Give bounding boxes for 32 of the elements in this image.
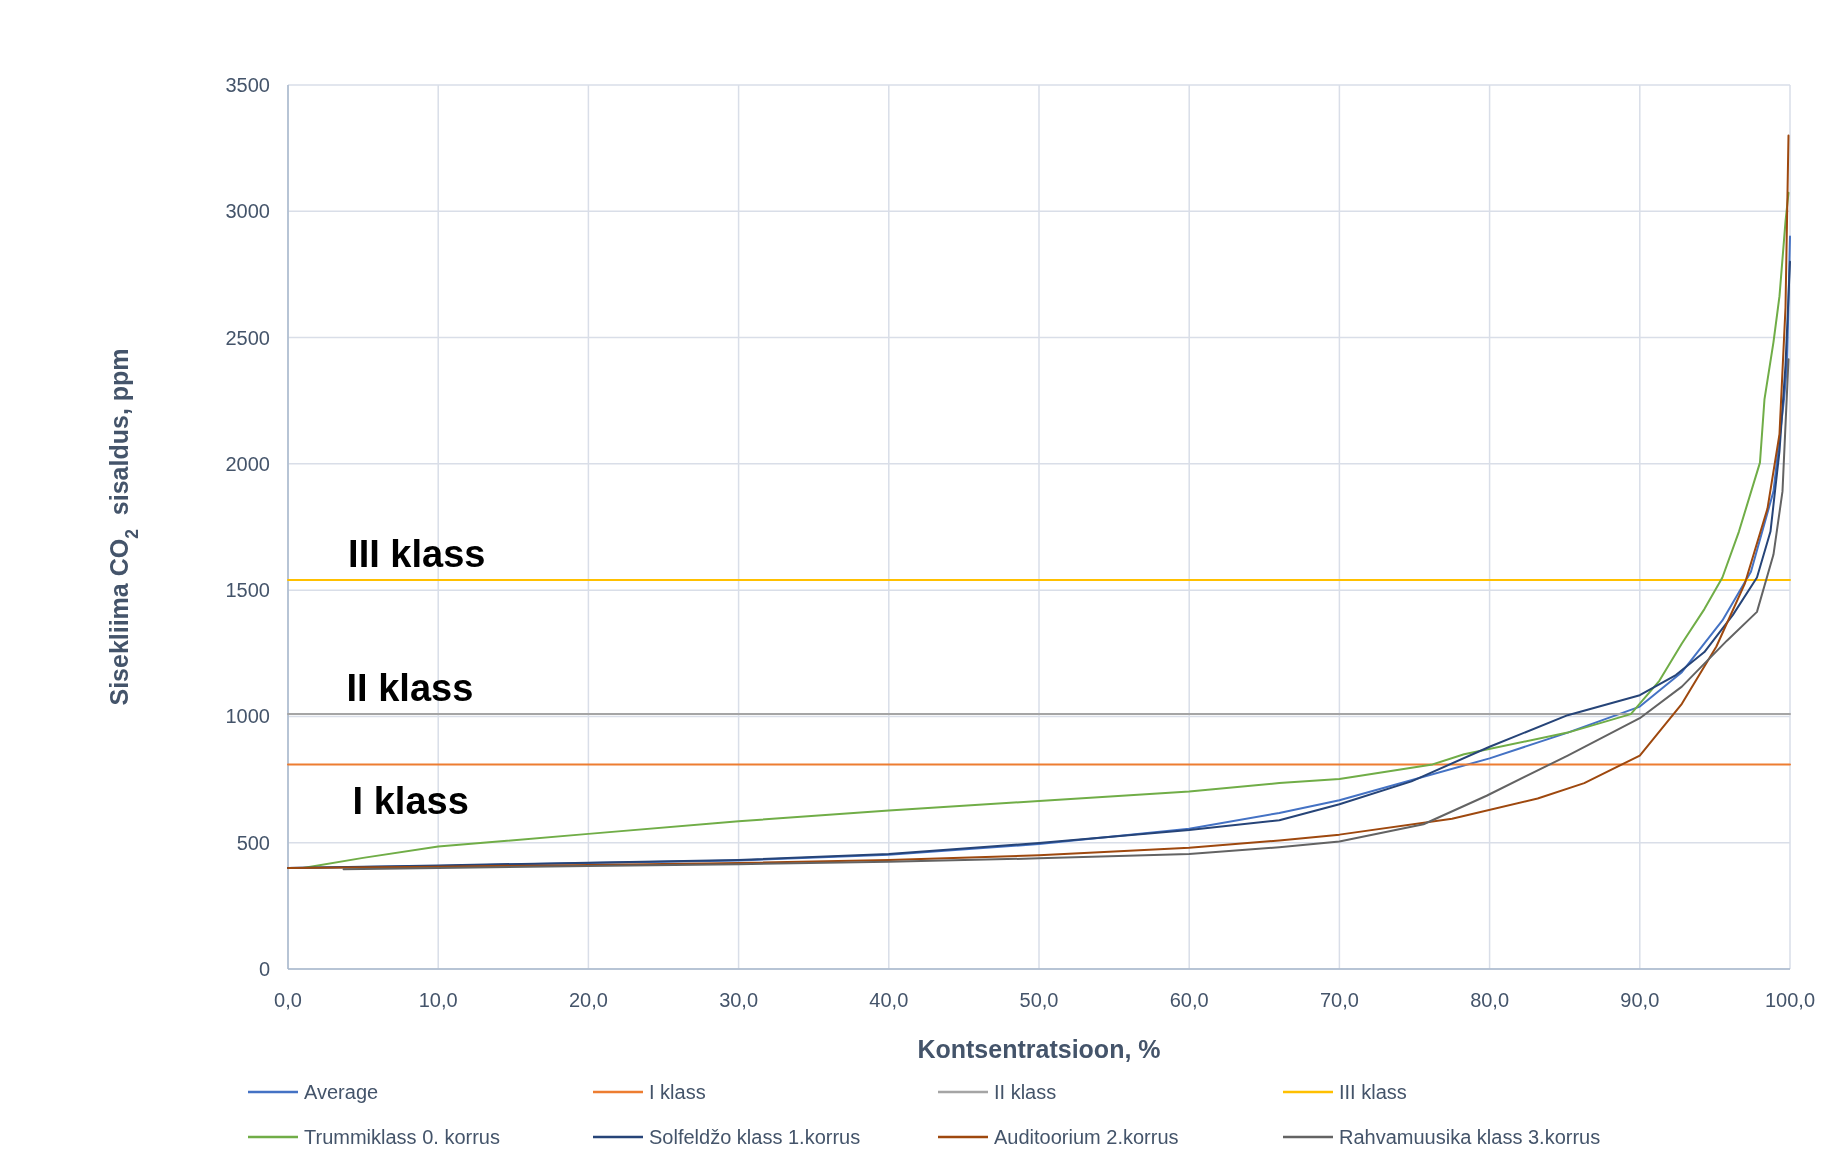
legend-label: Auditoorium 2.korrus bbox=[994, 1126, 1179, 1148]
annotation: III klass bbox=[348, 533, 486, 576]
x-axis-title: Kontsentratsioon, % bbox=[917, 1035, 1161, 1063]
y-tick-label: 2000 bbox=[225, 452, 270, 475]
y-tick-label: 3000 bbox=[225, 200, 270, 223]
y-tick-label: 3500 bbox=[225, 74, 270, 96]
x-tick-label: 60,0 bbox=[1169, 989, 1209, 1011]
x-tick-label: 50,0 bbox=[1019, 989, 1059, 1011]
legend-label: III klass bbox=[1339, 1081, 1407, 1103]
y-tick-label: 1000 bbox=[225, 705, 270, 728]
x-tick-label: 40,0 bbox=[869, 989, 909, 1011]
y-tick-label: 0 bbox=[258, 958, 270, 980]
x-tick-label: 0,0 bbox=[274, 989, 302, 1011]
legend-label: Solfeldžo klass 1.korrus bbox=[649, 1126, 861, 1148]
legend-label: Average bbox=[304, 1081, 379, 1103]
legend-label: II klass bbox=[994, 1081, 1057, 1103]
annotation: II klass bbox=[346, 667, 474, 710]
x-tick-label: 90,0 bbox=[1620, 989, 1660, 1011]
x-tick-label: 30,0 bbox=[719, 989, 759, 1011]
x-tick-label: 10,0 bbox=[418, 989, 458, 1011]
x-tick-label: 20,0 bbox=[568, 989, 608, 1011]
legend-label: I klass bbox=[649, 1081, 706, 1103]
legend-label: Trummiklass 0. korrus bbox=[304, 1126, 500, 1148]
line-series bbox=[342, 358, 1790, 871]
x-tick-label: 80,0 bbox=[1470, 989, 1510, 1011]
y-tick-label: 500 bbox=[236, 831, 270, 854]
x-tick-label: 70,0 bbox=[1319, 989, 1359, 1011]
x-tick-label: 100,0 bbox=[1764, 989, 1816, 1011]
legend-label: Rahvamuusika klass 3.korrus bbox=[1339, 1126, 1601, 1148]
annotation: I klass bbox=[352, 779, 469, 822]
y-tick-label: 1500 bbox=[225, 579, 270, 602]
y-tick-label: 2500 bbox=[225, 326, 270, 349]
